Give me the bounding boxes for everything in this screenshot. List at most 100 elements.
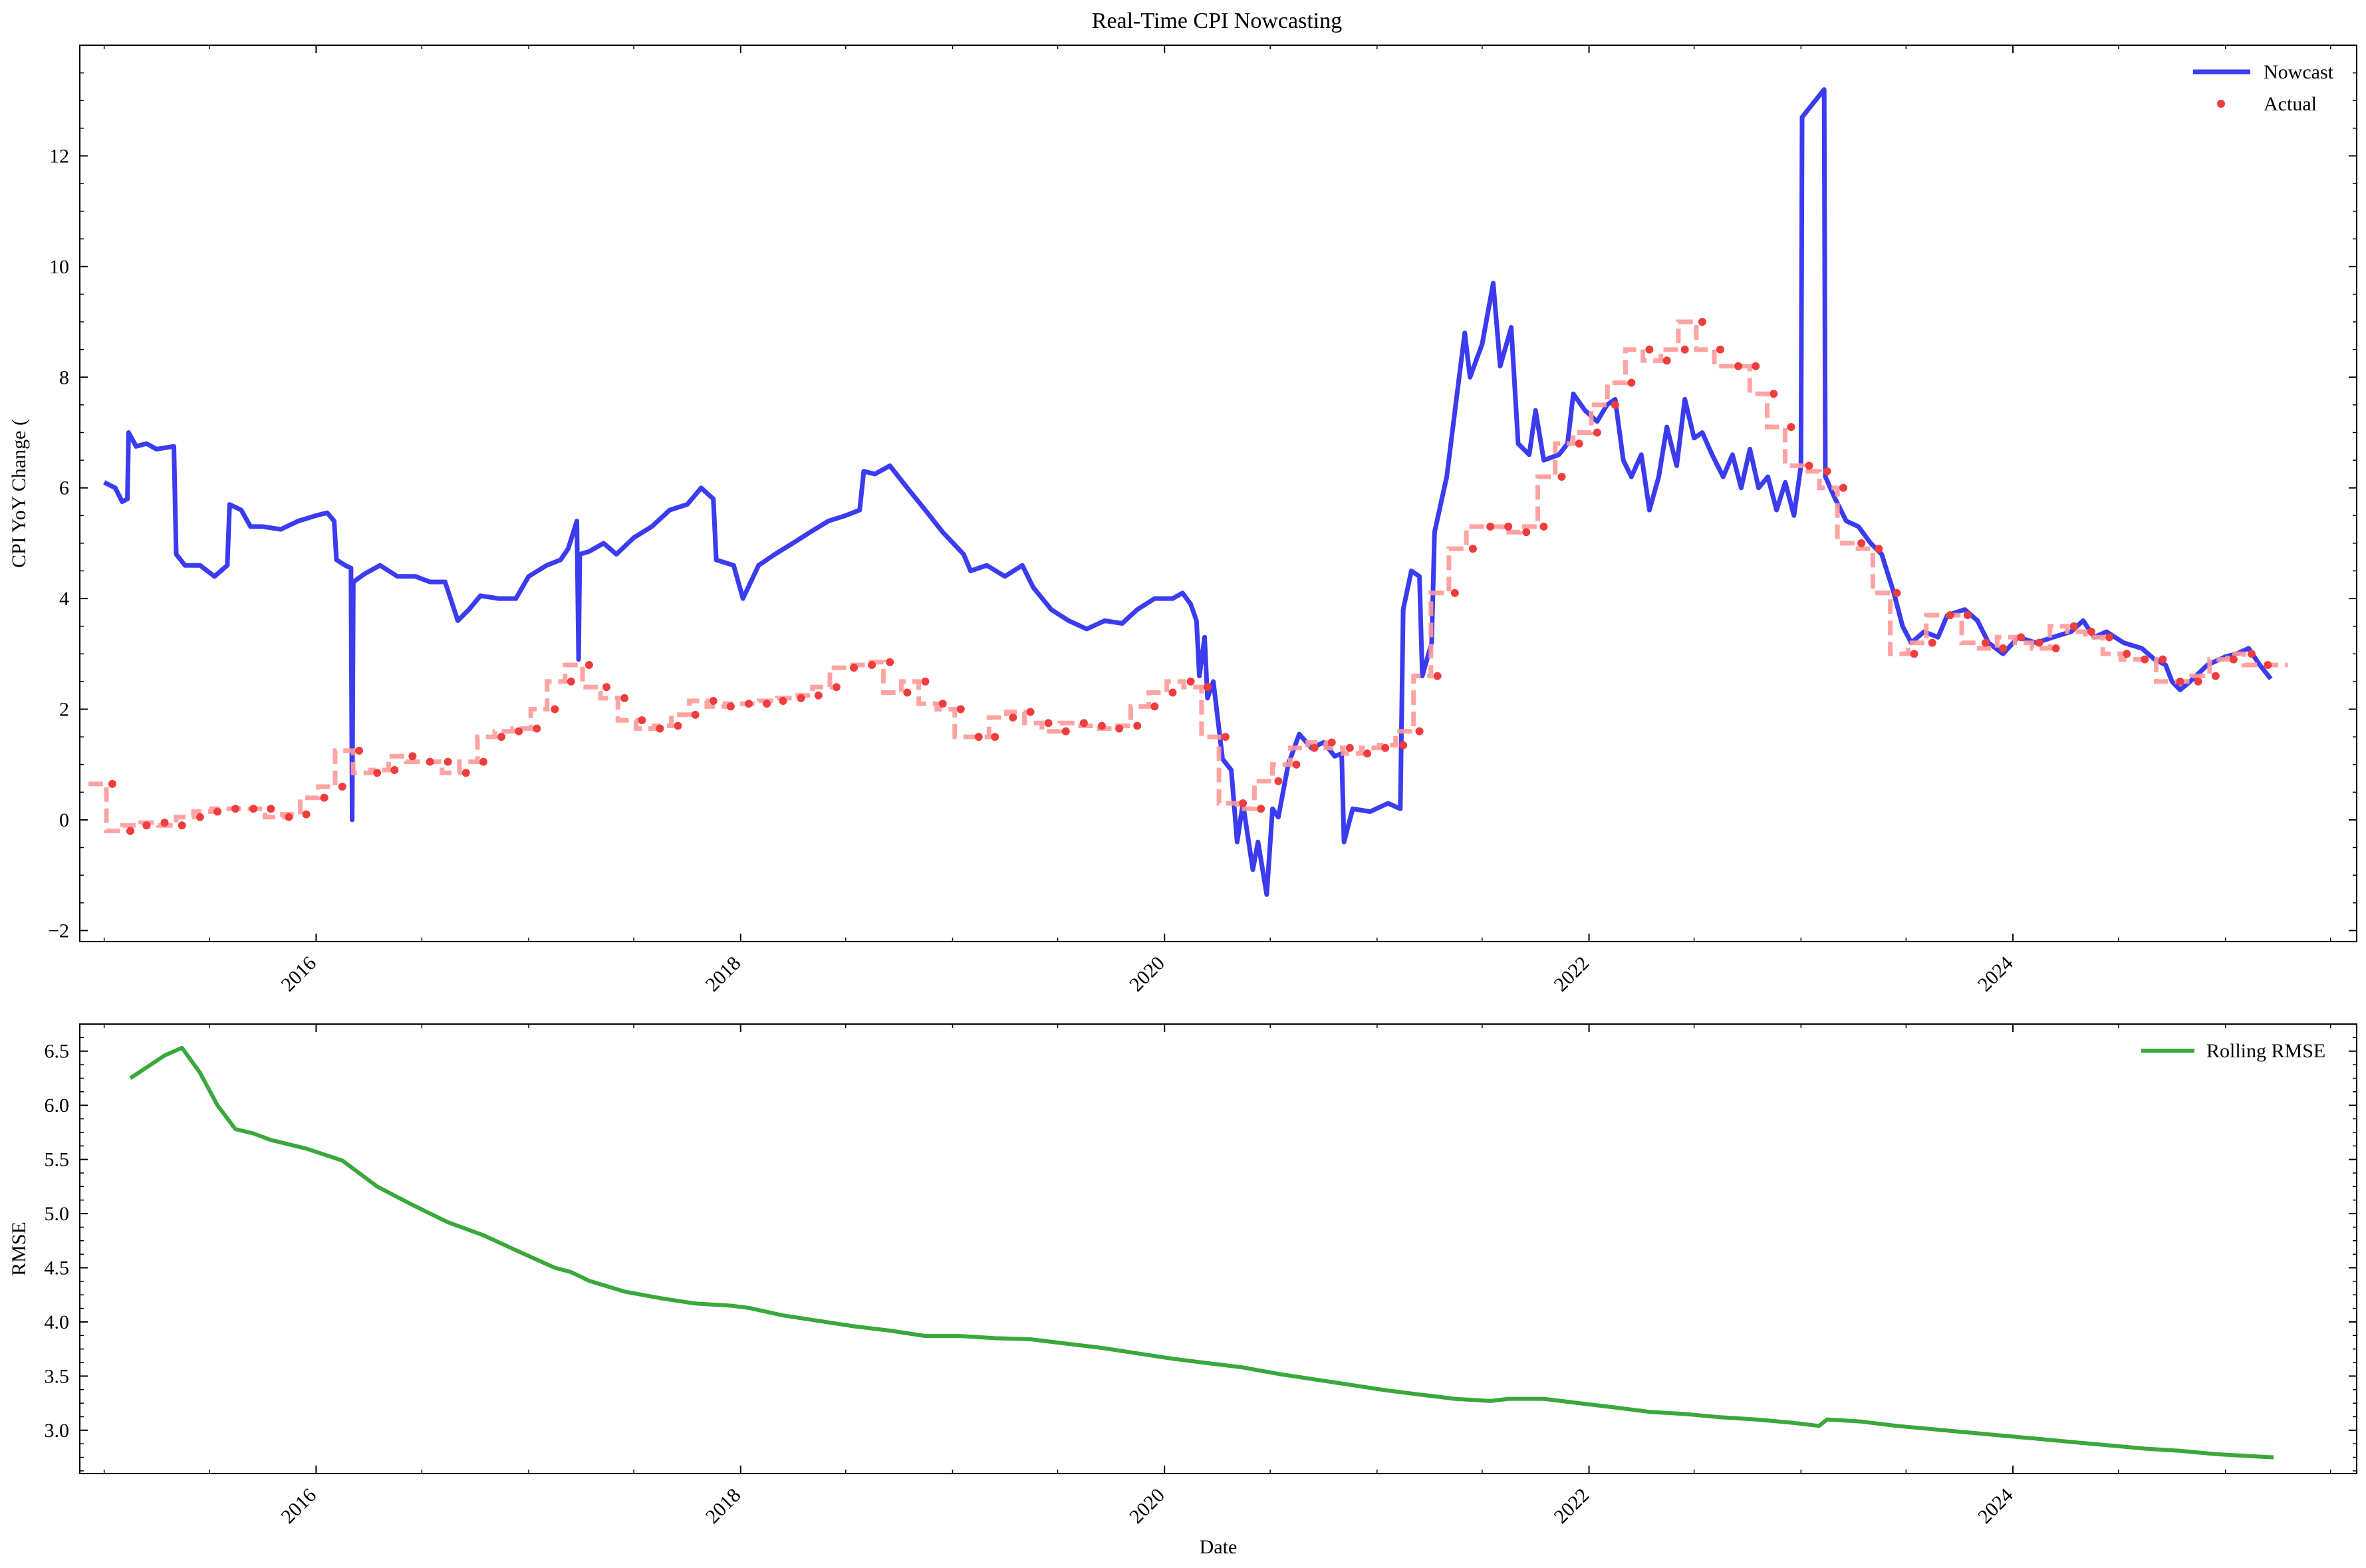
actual-point — [1662, 356, 1671, 365]
rolling-rmse-line — [129, 1045, 2274, 1460]
actual-point — [1716, 345, 1724, 354]
actual-point — [1168, 688, 1177, 697]
actual-point — [1999, 644, 2008, 652]
actual-point — [1857, 539, 1866, 547]
actual-point — [355, 746, 364, 755]
actual-point — [744, 700, 753, 708]
actual-point — [1133, 721, 1142, 730]
actual-point — [991, 733, 999, 741]
actual-point — [2017, 633, 2026, 642]
actual-point — [373, 769, 382, 777]
actual-point — [814, 691, 823, 700]
actual-point — [1468, 545, 1477, 553]
actual-point — [1239, 799, 1248, 807]
actual-point — [1611, 400, 1619, 409]
actual-point — [1893, 588, 1901, 597]
actual-point — [1504, 522, 1513, 531]
actual-point — [1097, 721, 1106, 730]
top-y-tick-label: −2 — [48, 920, 69, 942]
actual-point — [763, 700, 771, 708]
actual-point — [2105, 633, 2113, 642]
actual-point — [390, 766, 399, 775]
actual-point — [2051, 644, 2060, 652]
actual-point — [267, 805, 275, 813]
top-y-tick-label: 6 — [59, 477, 69, 499]
actual-point — [2069, 622, 2078, 630]
actual-point — [533, 724, 541, 733]
top-x-tick-label: 2020 — [1125, 952, 1169, 996]
actual-point — [709, 697, 718, 706]
actual-point — [1274, 777, 1283, 785]
actual-point — [285, 813, 293, 821]
actual-point — [160, 819, 169, 827]
actual-point — [2035, 638, 2043, 647]
actual-point — [2176, 677, 2184, 686]
actual-point — [2087, 628, 2095, 636]
actual-point — [1399, 741, 1408, 749]
top-plot: 2016 2018 2020 2022 2024 −2 0 2 4 6 8 10 12 CPI YoY … — [8, 45, 2357, 996]
top-legend: Nowcast Actual — [2193, 61, 2334, 115]
top-plot-data — [88, 87, 2288, 897]
actual-point — [1645, 345, 1654, 354]
actual-point — [426, 757, 434, 766]
actual-point — [2247, 650, 2256, 658]
actual-point — [1186, 677, 1195, 686]
actual-point — [2264, 660, 2272, 669]
actual-point — [1009, 714, 1017, 721]
actual-point — [1381, 743, 1390, 752]
actual-point — [602, 683, 611, 692]
legend-nowcast-label: Nowcast — [2264, 61, 2334, 83]
actual-point — [1928, 638, 1936, 647]
actual-point — [1680, 345, 1689, 354]
top-y-tick-label: 4 — [59, 588, 69, 610]
actual-point — [1026, 708, 1035, 716]
actual-point — [1363, 749, 1371, 758]
actual-point — [1433, 672, 1442, 680]
actual-point — [1839, 483, 1848, 492]
actual-point — [1115, 724, 1124, 733]
actual-point — [638, 716, 646, 725]
actual-point — [1292, 760, 1301, 769]
actual-point — [497, 733, 505, 741]
actual-point — [302, 810, 311, 819]
bottom-plot: 2016 2018 2020 2022 2024 3.0 3.5 4.0 4.5 5.0 5.5 6.… — [8, 1023, 2357, 1558]
actual-point — [1752, 362, 1760, 370]
actual-point — [2123, 650, 2131, 658]
actual-point — [921, 677, 930, 686]
actual-step-line — [88, 319, 2288, 834]
bottom-x-tick-label: 2024 — [1974, 1484, 2018, 1528]
actual-point — [1061, 727, 1070, 735]
actual-point — [726, 702, 735, 711]
actual-point — [551, 705, 559, 714]
actual-point — [126, 827, 134, 835]
actual-point — [850, 664, 858, 672]
top-y-axis-label: CPI YoY Change ( — [8, 419, 30, 568]
actual-point — [1823, 467, 1831, 475]
actual-point — [338, 783, 346, 791]
actual-point — [1539, 522, 1548, 531]
actual-point — [231, 805, 240, 813]
legend-rmse-label: Rolling RMSE — [2206, 1040, 2325, 1062]
actual-point — [2194, 677, 2202, 686]
actual-point — [461, 769, 470, 777]
actual-point — [408, 752, 417, 761]
actual-point — [974, 733, 983, 741]
actual-point — [691, 710, 700, 719]
bottom-x-tick-label: 2016 — [277, 1484, 321, 1528]
top-y-tick-label: 0 — [59, 809, 69, 831]
actual-point — [1575, 440, 1583, 448]
actual-point — [108, 779, 116, 788]
actual-point — [585, 660, 593, 669]
legend-actual-label: Actual — [2264, 93, 2317, 115]
legend-actual-swatch — [2217, 100, 2225, 108]
actual-point — [956, 705, 965, 714]
actual-point — [1627, 378, 1636, 387]
bottom-y-tick-label: 4.5 — [45, 1257, 70, 1279]
actual-point — [2141, 655, 2149, 664]
actual-point — [832, 683, 841, 692]
actual-point — [1522, 528, 1531, 537]
actual-point — [1150, 702, 1159, 711]
actual-point — [1910, 650, 1918, 658]
actual-point — [1875, 545, 1883, 553]
bottom-x-tick-label: 2022 — [1550, 1484, 1594, 1528]
